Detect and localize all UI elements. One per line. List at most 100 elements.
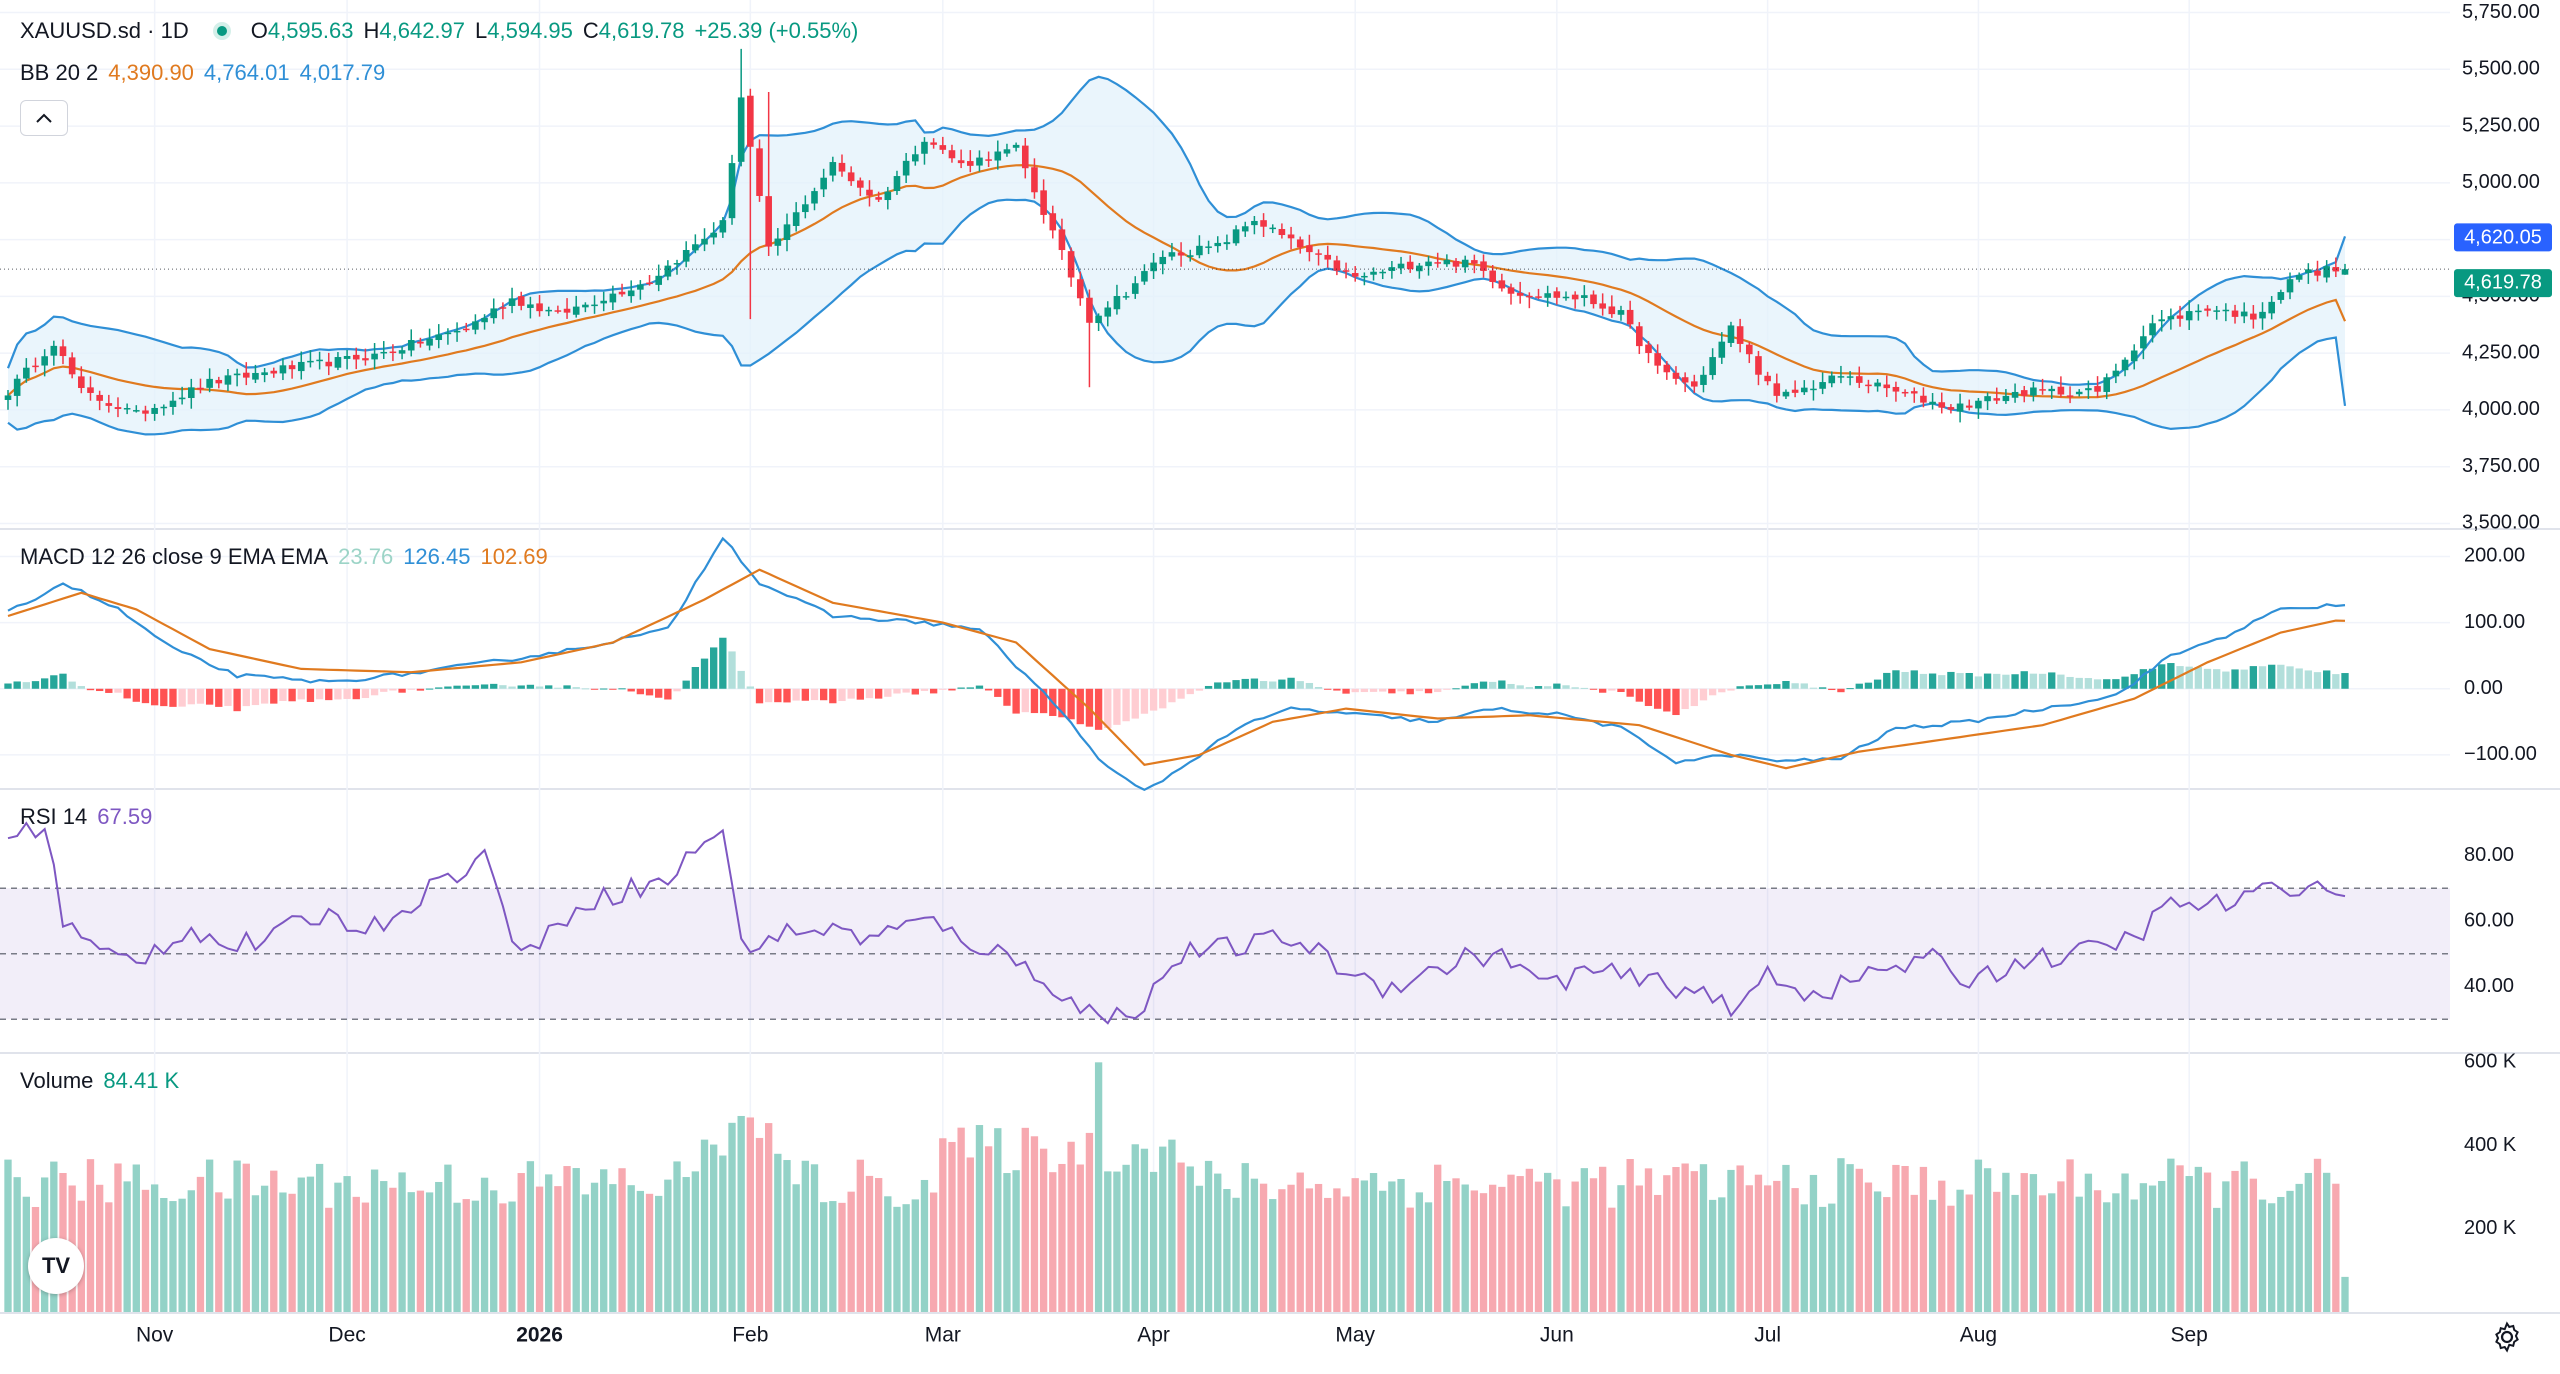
candle-down <box>985 159 992 161</box>
candle-down <box>1791 389 1799 393</box>
candle-up <box>1232 229 1240 244</box>
volume-bar-up <box>2130 1199 2138 1312</box>
macd-histogram-bar <box>361 688 370 699</box>
macd-signal-value: 102.69 <box>480 544 548 569</box>
macd-histogram-bar <box>150 688 159 706</box>
candle-up <box>1379 271 1387 274</box>
gear-icon[interactable] <box>2490 1320 2524 1354</box>
candle-down <box>96 394 103 401</box>
close-price-tag <box>2454 269 2552 298</box>
volume-bar-down <box>499 1203 507 1312</box>
volume-bar-down <box>874 1178 883 1312</box>
volume-bar-up <box>1699 1164 1708 1312</box>
macd-histogram-bar <box>810 688 819 701</box>
tradingview-logo[interactable]: TV <box>28 1238 84 1294</box>
macd-histogram-bar <box>801 688 809 701</box>
candle-down <box>352 354 360 360</box>
candle-up <box>2268 301 2275 314</box>
macd-histogram-bar <box>1544 686 1552 689</box>
candle-down <box>875 197 882 200</box>
volume-bar-up <box>435 1181 443 1312</box>
volume-bar-up <box>893 1206 901 1312</box>
symbol-title[interactable]: XAUUSD.sd · 1D <box>20 18 189 43</box>
volume-bar-down <box>1672 1167 1680 1312</box>
volume-bar-up <box>2185 1176 2193 1312</box>
macd-histogram-bar <box>856 688 864 700</box>
macd-histogram-bar <box>1562 685 1570 689</box>
candle-up <box>261 372 268 376</box>
volume-bar-up <box>1415 1192 1424 1312</box>
candle-up <box>252 372 259 380</box>
candle-up <box>1727 325 1735 343</box>
candle-up <box>380 351 388 354</box>
volume-bar-up <box>2048 1193 2056 1312</box>
candle-down <box>1764 375 1771 382</box>
volume-bar-up <box>2194 1166 2203 1312</box>
rsi-axis-label: 40.00 <box>2464 975 2514 997</box>
volume-bar-up <box>2341 1276 2349 1312</box>
volume-bar-up <box>1708 1199 1717 1312</box>
volume-bar-up <box>1232 1197 1240 1312</box>
candle-up <box>2167 316 2175 320</box>
volume-bar-up <box>1104 1171 1112 1312</box>
volume-bar-up <box>1544 1172 1552 1312</box>
volume-bar-down <box>1039 1148 1048 1312</box>
macd-histogram-bar <box>22 682 30 689</box>
macd-histogram-bar <box>95 688 104 692</box>
macd-histogram-bar <box>581 688 590 690</box>
price-axis-label: 3,750.00 <box>2462 455 2540 477</box>
macd-histogram-bar <box>1159 688 1167 709</box>
candle-up <box>2213 310 2220 312</box>
macd-legend[interactable]: MACD 12 26 close 9 EMA EMA 23.76 126.45 … <box>20 544 548 570</box>
macd-histogram-bar <box>288 688 296 702</box>
volume-legend[interactable]: Volume 84.41 K <box>20 1068 179 1094</box>
volume-bar-up <box>829 1201 837 1312</box>
candle-down <box>1333 260 1341 271</box>
volume-bar-up <box>655 1195 663 1312</box>
macd-histogram-bar <box>1305 682 1314 689</box>
candle-up <box>50 345 58 356</box>
macd-histogram-bar <box>1699 688 1708 701</box>
time-axis-label: Nov <box>136 1324 174 1347</box>
volume-bar-down <box>325 1207 333 1312</box>
bb-basis-value: 4,390.90 <box>108 60 194 85</box>
time-axis-label: 2026 <box>516 1324 563 1347</box>
bb-legend[interactable]: BB 20 2 4,390.90 4,764.01 4,017.79 <box>20 60 385 86</box>
volume-bar-down <box>2231 1170 2239 1312</box>
macd-histogram-bar <box>1516 685 1524 689</box>
macd-histogram-bar <box>68 681 76 689</box>
candle-down <box>1855 376 1863 383</box>
volume-bar-down <box>865 1175 874 1312</box>
rsi-legend[interactable]: RSI 14 67.59 <box>20 804 152 830</box>
candle-up <box>1929 401 1936 405</box>
volume-bar-down <box>746 1117 755 1312</box>
candle-down <box>32 365 39 368</box>
macd-histogram-bar <box>2011 674 2019 689</box>
macd-histogram-bar <box>545 685 553 689</box>
volume-bar-down <box>1314 1183 1323 1312</box>
volume-bar-down <box>462 1199 470 1312</box>
candle-up <box>1214 242 1222 247</box>
candle-down <box>2204 308 2211 311</box>
volume-bar-down <box>1516 1176 1524 1312</box>
macd-histogram-bar <box>1434 688 1442 693</box>
macd-histogram-bar <box>370 688 379 696</box>
volume-bar-up <box>2029 1174 2038 1312</box>
macd-histogram-bar <box>416 688 425 691</box>
candle-up <box>151 407 158 414</box>
macd-histogram-bar <box>774 688 782 703</box>
macd-histogram-bar <box>2066 676 2074 689</box>
collapse-legend-button[interactable] <box>20 100 68 136</box>
candle-up <box>994 151 1002 161</box>
volume-bar-down <box>2313 1158 2322 1312</box>
macd-histogram-bar <box>1232 680 1240 689</box>
macd-histogram-bar <box>902 688 910 693</box>
macd-label: MACD 12 26 close 9 EMA EMA <box>20 544 329 569</box>
macd-histogram-bar <box>2148 668 2157 689</box>
volume-bar-down <box>1635 1185 1643 1312</box>
candle-up <box>811 191 818 204</box>
close-price-label: 4,619.78 <box>2464 271 2542 293</box>
candle-up <box>481 317 488 323</box>
macd-histogram-bar <box>1754 685 1763 689</box>
